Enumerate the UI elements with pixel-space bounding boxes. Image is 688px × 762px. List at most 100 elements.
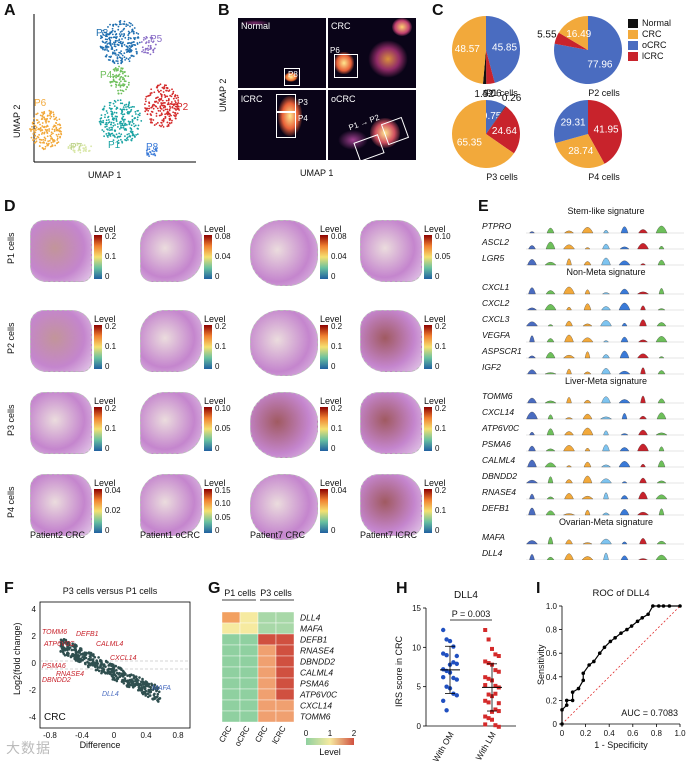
spatial-colorbar-tick: 0.15 xyxy=(215,486,231,495)
roc-point xyxy=(651,604,655,608)
dotplot-ylabel: IRS score in CRC xyxy=(394,635,404,707)
umap-point xyxy=(119,80,122,83)
umap-point xyxy=(136,43,139,45)
violin-shape xyxy=(564,493,574,500)
umap-point xyxy=(148,105,150,107)
dotplot-point-lm xyxy=(483,683,488,688)
umap-point xyxy=(147,94,150,97)
pie-value-label: 29.31 xyxy=(561,118,586,129)
umap-point xyxy=(113,36,116,39)
umap-point xyxy=(123,71,126,74)
umap-point xyxy=(120,59,122,62)
umap-point xyxy=(52,111,55,114)
spatial-colorbar-tick: 0.1 xyxy=(331,342,343,351)
roc-point xyxy=(581,678,586,683)
umap-point xyxy=(33,124,36,126)
volcano-point xyxy=(127,685,131,689)
umap-point xyxy=(168,119,171,121)
dotplot-point-lm xyxy=(486,716,491,721)
spatial-tissue xyxy=(360,474,422,536)
umap-point xyxy=(135,50,138,53)
umap-point xyxy=(160,114,162,117)
umap-point xyxy=(137,128,140,130)
violin-shape xyxy=(563,244,575,250)
dotplot-point-lm xyxy=(483,698,488,703)
violin-shape xyxy=(545,352,556,359)
spatial-level-title: Level xyxy=(204,396,226,406)
roc-point xyxy=(619,631,623,635)
umap-point xyxy=(112,68,115,71)
umap-point xyxy=(118,20,121,23)
umap-point xyxy=(160,112,163,115)
umap-point xyxy=(117,89,119,92)
volcano-point xyxy=(149,688,153,691)
violin-shape xyxy=(565,539,573,545)
umap-point xyxy=(112,124,115,127)
umap-point xyxy=(116,60,119,63)
umap-point xyxy=(109,39,112,42)
umap-point xyxy=(166,121,169,124)
umap-point xyxy=(152,49,155,52)
umap-point xyxy=(39,123,41,126)
umap-point xyxy=(161,99,164,102)
spatial-tissue xyxy=(140,220,202,282)
violin-shape xyxy=(529,493,535,500)
umap-point xyxy=(111,33,114,36)
umap-point xyxy=(145,95,148,98)
spatial-row-label: P1 cells xyxy=(6,232,16,264)
umap-point xyxy=(40,133,43,135)
umap-point xyxy=(49,113,52,116)
violin-shape xyxy=(603,430,609,436)
umap-point xyxy=(116,125,119,128)
volcano-point xyxy=(149,690,153,694)
violin-shape xyxy=(638,429,648,436)
dotplot-point-om xyxy=(444,637,449,642)
violin-shape xyxy=(547,476,554,484)
umap-point xyxy=(135,32,138,34)
violin-shape xyxy=(639,319,647,327)
umap-point xyxy=(42,141,45,144)
umap-point xyxy=(119,108,122,110)
volcano-point xyxy=(132,677,136,680)
violin-shape xyxy=(602,243,610,250)
umap-point xyxy=(166,95,169,98)
heatmap-cell xyxy=(221,655,241,668)
umap-point xyxy=(174,95,176,98)
umap-point xyxy=(162,91,165,93)
spatial-colorbar-tick: 0.02 xyxy=(105,506,121,515)
umap-point xyxy=(131,130,134,133)
umap-point xyxy=(113,69,116,72)
volcano-point xyxy=(59,650,62,653)
heatmap-col-header: P1 cells xyxy=(224,588,256,598)
volcano-point xyxy=(83,651,87,655)
heatmap-col-label: oCRC xyxy=(233,724,252,748)
umap-point xyxy=(107,129,109,131)
violin-shape xyxy=(564,431,574,436)
roc-point xyxy=(592,659,596,664)
heatmap-cell xyxy=(239,611,259,624)
umap-point xyxy=(122,108,125,111)
spatial-level-title: Level xyxy=(94,396,116,406)
volcano-point xyxy=(63,653,67,657)
umap-point xyxy=(107,58,110,61)
heatmap-cell xyxy=(275,622,295,635)
umap-point xyxy=(145,109,148,111)
cluster-label-p3: P3 xyxy=(96,28,109,39)
umap-point xyxy=(52,115,55,118)
heatmap-row-label: CXCL14 xyxy=(300,701,332,711)
roc-ylabel: Sensitivity xyxy=(536,644,546,685)
violin-shape xyxy=(563,513,575,516)
umap-point xyxy=(117,25,120,28)
heatmap-cell xyxy=(221,666,241,679)
umap-point xyxy=(104,123,107,126)
volcano-point xyxy=(65,642,68,646)
volcano-point xyxy=(63,638,66,641)
umap-point xyxy=(88,149,91,152)
volcano-point xyxy=(71,644,74,648)
umap-point xyxy=(117,28,120,31)
volcano-point xyxy=(96,666,100,669)
roc-xtick: 0.8 xyxy=(651,729,663,738)
dotplot-point-om xyxy=(444,653,449,658)
umap-point xyxy=(130,106,132,109)
umap-point xyxy=(57,141,60,144)
